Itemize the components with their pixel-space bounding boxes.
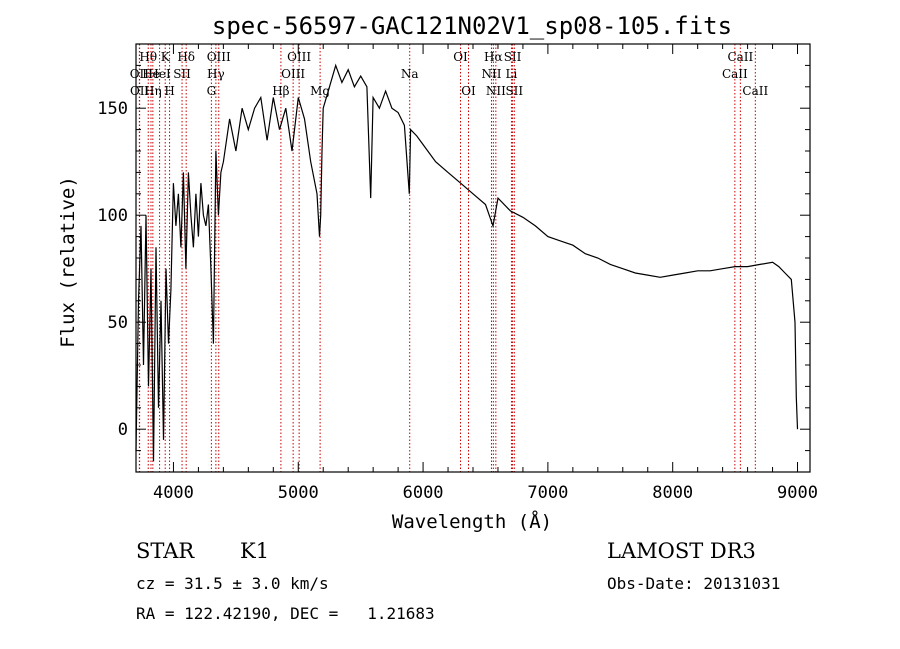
line-label: NII [481, 67, 501, 81]
line-label: G [207, 84, 217, 98]
line-label: OII [130, 84, 150, 98]
x-tick-label: 4000 [153, 483, 194, 503]
line-label: CaII [742, 84, 768, 98]
line-label: OI [461, 84, 476, 98]
line-label: HeI [148, 67, 171, 81]
redshift-text: cz = 31.5 ± 3.0 km/s [136, 574, 329, 593]
line-label: NII [486, 84, 506, 98]
line-label: SII [173, 67, 191, 81]
line-label: Hγ [207, 67, 225, 81]
x-tick-label: 8000 [652, 483, 693, 503]
line-label: Hβ [272, 84, 289, 98]
y-tick-label: 0 [118, 420, 128, 440]
y-axis-label: Flux (relative) [57, 176, 79, 348]
line-label: He [142, 67, 160, 81]
line-label: SII [505, 84, 523, 98]
line-label: CaII [722, 67, 748, 81]
x-tick-label: 7000 [527, 483, 568, 503]
survey-label: LAMOST DR3 [607, 539, 756, 563]
y-axis-ticks: 0 50 100 150 [97, 43, 810, 473]
line-label: OII [130, 67, 150, 81]
ra-dec-text: RA = 122.42190, DEC = 1.21683 [136, 604, 435, 623]
line-label: Hδ [177, 50, 195, 64]
x-tick-label: 9000 [777, 483, 818, 503]
line-label: Hη [144, 84, 162, 98]
line-label: OIII [207, 50, 231, 64]
line-label: OIII [287, 50, 311, 64]
line-label: Hθ [139, 50, 157, 64]
x-axis-label: Wavelength (Å) [392, 510, 552, 533]
line-label: H [164, 84, 174, 98]
x-tick-label: 5000 [278, 483, 319, 503]
line-label: Li [506, 67, 518, 81]
line-label: Hα [484, 50, 503, 64]
line-label: SII [504, 50, 522, 64]
flux-series-line [135, 63, 799, 462]
obs-date-text: Obs-Date: 20131031 [607, 574, 781, 593]
y-tick-label: 150 [97, 99, 128, 119]
line-label: CaII [727, 50, 753, 64]
x-axis-ticks: 4000 5000 6000 7000 8000 9000 [153, 44, 818, 503]
chart-title: spec-56597-GAC121N02V1_sp08-105.fits [212, 12, 732, 40]
class-label: STAR [136, 539, 195, 563]
line-label: Mg [310, 84, 330, 98]
plot-frame [135, 43, 811, 473]
line-label: OIII [281, 67, 305, 81]
y-tick-label: 100 [97, 206, 128, 226]
y-tick-label: 50 [108, 313, 128, 333]
x-tick-label: 6000 [403, 483, 444, 503]
line-label: OI [453, 50, 468, 64]
emission-line-markers [138, 44, 756, 472]
subclass-label: K1 [240, 539, 270, 563]
line-label: Na [401, 67, 419, 81]
line-label: K [161, 50, 171, 64]
